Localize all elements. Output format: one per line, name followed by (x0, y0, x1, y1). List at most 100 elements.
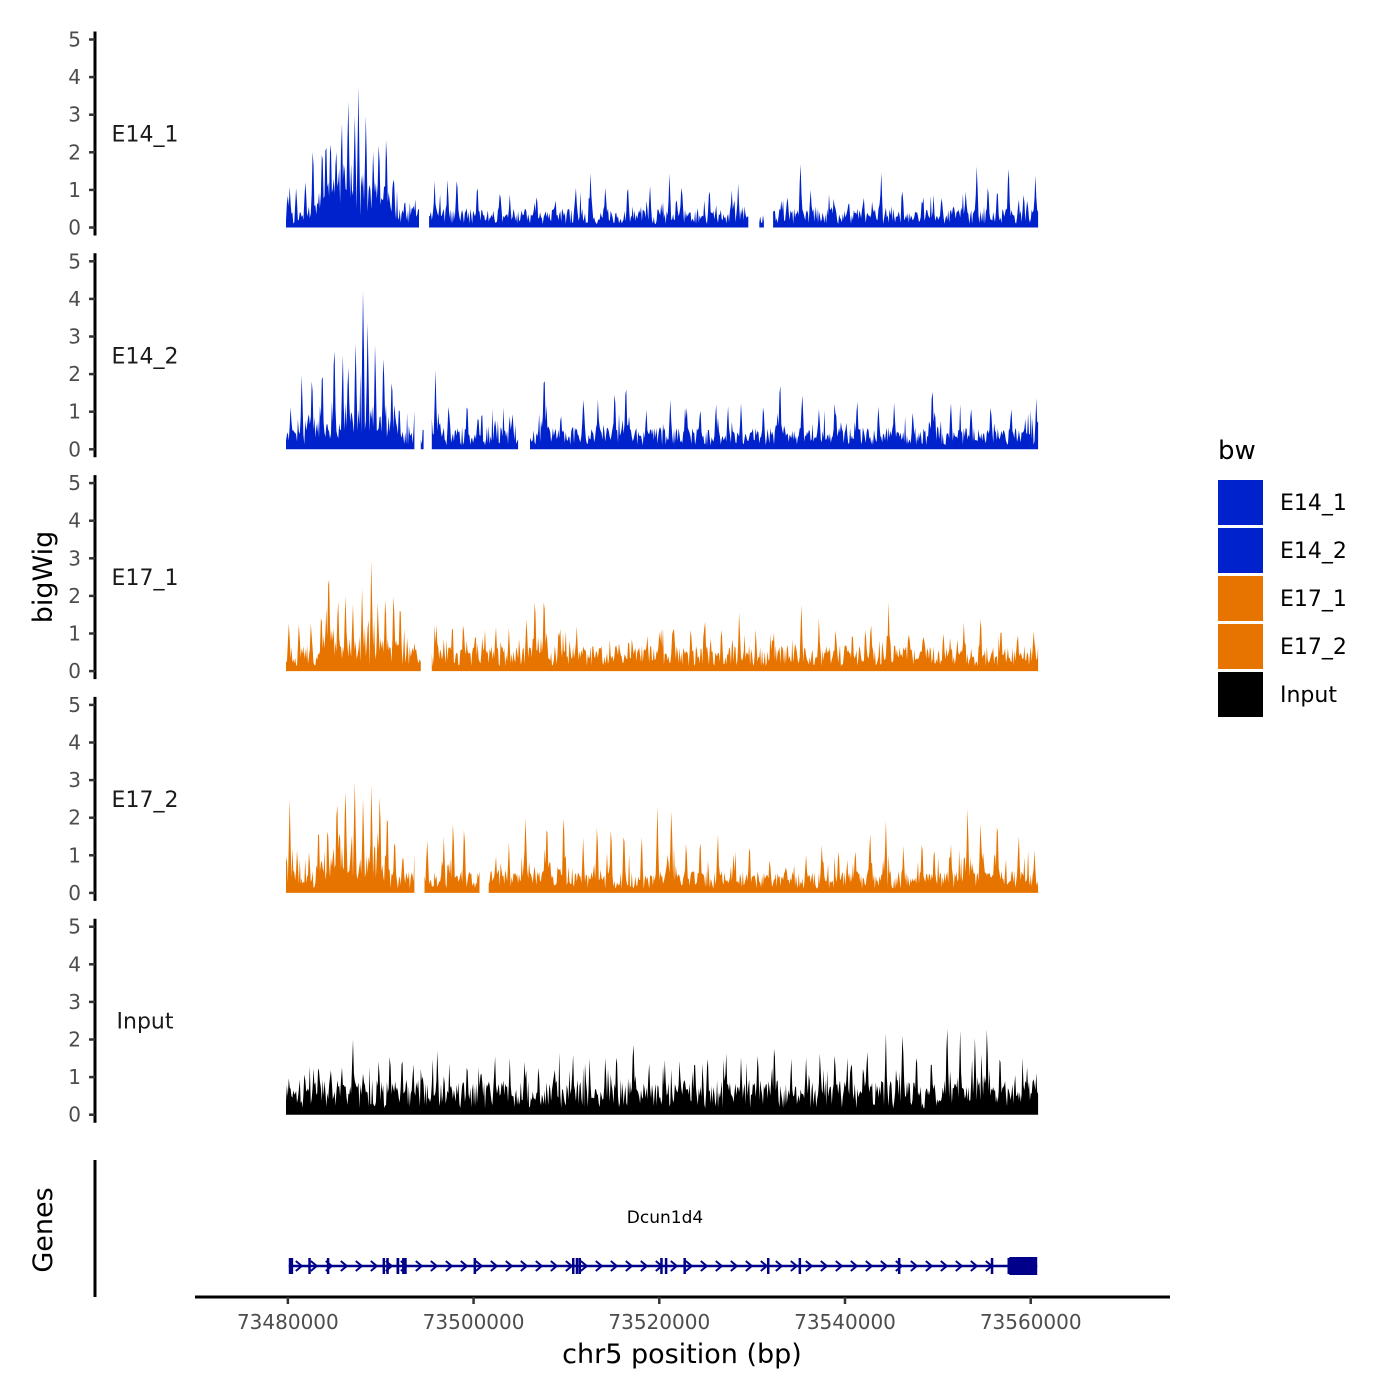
strand-arrow (940, 1260, 949, 1272)
strand-arrow (355, 1260, 364, 1272)
strand-arrow (610, 1260, 619, 1272)
y-tick-label: 5 (68, 249, 81, 273)
strand-arrow (865, 1260, 874, 1272)
strand-arrow (505, 1260, 514, 1272)
exon (683, 1258, 686, 1274)
exon (572, 1258, 575, 1274)
strand-arrow (370, 1260, 379, 1272)
exon (288, 1258, 292, 1274)
legend-label-E14_2: E14_2 (1280, 539, 1347, 564)
track-Input: 0 1 2 3 4 5 Input (68, 915, 1039, 1127)
strand-arrow (955, 1260, 964, 1272)
legend-label-E14_1: E14_1 (1280, 491, 1347, 516)
area-Input (286, 1028, 1039, 1115)
y-tick-label: 0 (68, 659, 81, 683)
strand-arrow (700, 1260, 709, 1272)
strand-arrow (685, 1260, 694, 1272)
x-tick-label: 73480000 (237, 1310, 339, 1334)
exon (290, 1258, 294, 1274)
y-tick-label: 2 (68, 140, 81, 164)
track-label-E17_1: E17_1 (112, 566, 179, 591)
strand-arrow (340, 1260, 349, 1272)
exon (1009, 1257, 1038, 1275)
y-tick-label: 1 (68, 622, 81, 646)
y-tick-label: 2 (68, 584, 81, 608)
strand-arrow (820, 1260, 829, 1272)
y-tick-label: 3 (68, 990, 81, 1014)
y-tick-label: 5 (68, 28, 81, 52)
strand-arrow (565, 1260, 574, 1272)
exon (402, 1258, 407, 1274)
strand-arrow (460, 1260, 469, 1272)
y-tick-label: 0 (68, 1103, 81, 1127)
y-tick-label: 0 (68, 437, 81, 461)
legend-title: bw (1218, 436, 1256, 466)
track-label-E14_1: E14_1 (112, 123, 179, 148)
strand-arrow (415, 1260, 424, 1272)
x-tick-label: 73520000 (608, 1310, 710, 1334)
exon (575, 1258, 579, 1274)
exon (473, 1258, 477, 1274)
strand-arrow (775, 1260, 784, 1272)
strand-arrow (850, 1260, 859, 1272)
legend-swatch-E17_2 (1218, 624, 1263, 669)
exon (660, 1258, 663, 1274)
strand-arrow (760, 1260, 769, 1272)
track-E17_1: 0 1 2 3 4 5 E17_1 (68, 471, 1039, 683)
strand-arrow (895, 1260, 904, 1272)
strand-arrow (310, 1260, 319, 1272)
y-tick-label: 4 (68, 731, 81, 755)
y-tick-label: 3 (68, 325, 81, 349)
exon (326, 1258, 330, 1274)
exon (396, 1258, 400, 1274)
y-tick-label: 2 (68, 806, 81, 830)
strand-arrow (910, 1260, 919, 1272)
legend-swatch-E17_1 (1218, 576, 1263, 621)
x-tick-label: 73560000 (980, 1310, 1082, 1334)
y-tick-label: 4 (68, 952, 81, 976)
strand-arrow (535, 1260, 544, 1272)
y-tick-label: 5 (68, 693, 81, 717)
genes-track: Dcun1d4 (93, 1160, 1038, 1297)
strand-arrow (745, 1260, 754, 1272)
strand-arrow (520, 1260, 529, 1272)
area-E17_1 (286, 560, 1039, 672)
strand-arrow (430, 1260, 439, 1272)
strand-arrow (580, 1260, 589, 1272)
y-tick-label: 4 (68, 509, 81, 533)
strand-arrow (625, 1260, 634, 1272)
track-E17_2: 0 1 2 3 4 5 E17_2 (68, 693, 1039, 905)
y-tick-label: 1 (68, 178, 81, 202)
exon (308, 1258, 311, 1274)
y-tick-label: 4 (68, 65, 81, 89)
track-label-E14_2: E14_2 (112, 344, 179, 369)
exon (386, 1258, 389, 1274)
y-tick-label: 3 (68, 103, 81, 127)
y-tick-label: 1 (68, 1065, 81, 1089)
y-tick-label: 2 (68, 362, 81, 386)
exon (1007, 1258, 1010, 1274)
track-label-Input: Input (117, 1010, 174, 1035)
strand-arrow (970, 1260, 979, 1272)
strand-arrow (805, 1260, 814, 1272)
x-axis-title: chr5 position (bp) (562, 1339, 802, 1370)
strand-arrow (295, 1260, 304, 1272)
genes-axis-title: Genes (28, 1187, 59, 1272)
y-axis-title: bigWig (28, 531, 59, 624)
y-tick-label: 3 (68, 546, 81, 570)
track-E14_1: 0 1 2 3 4 5 E14_1 (68, 28, 1039, 240)
legend-label-E17_2: E17_2 (1280, 635, 1347, 660)
strand-arrow (730, 1260, 739, 1272)
coverage-tracks: 0 1 2 3 4 5 E14_1 0 1 2 3 4 5 E14_2 0 1 2 3 4 5 E17_1 0 1 2 3 4 5 E… (68, 28, 1039, 1127)
legend-label-Input: Input (1280, 683, 1337, 708)
track-E14_2: 0 1 2 3 4 5 E14_2 (68, 249, 1039, 461)
exon (897, 1258, 901, 1274)
legend-swatch-E14_2 (1218, 528, 1263, 573)
y-tick-label: 2 (68, 1028, 81, 1052)
exon (990, 1258, 994, 1274)
strand-arrow (445, 1260, 454, 1272)
legend-swatch-E14_1 (1218, 480, 1263, 525)
y-tick-label: 0 (68, 881, 81, 905)
strand-arrow (550, 1260, 559, 1272)
